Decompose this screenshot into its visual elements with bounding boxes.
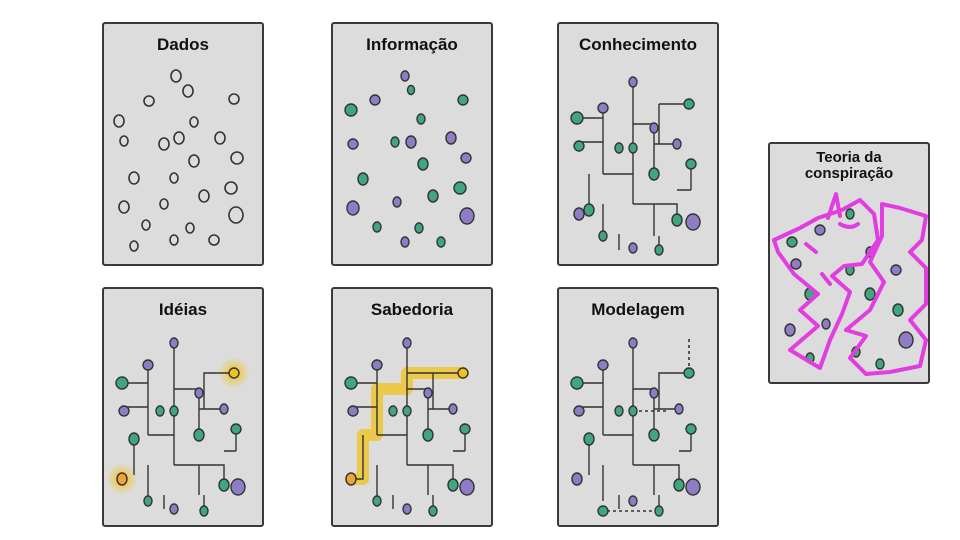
modelagem-network: [570, 337, 701, 517]
panel-teoria-conspiracao: Teoria da conspiração: [768, 142, 930, 384]
panel-title-conhecimento: Conhecimento: [578, 35, 698, 54]
panel-sabedoria: Sabedoria: [331, 287, 493, 527]
panel-title-ideias: Idéias: [158, 300, 208, 319]
ideias-network: [106, 337, 250, 517]
panel-conhecimento: Conhecimento: [557, 22, 719, 266]
panel-title-informacao: Informação: [366, 35, 458, 54]
panel-title-conspiracao: Teoria da conspiração: [770, 150, 928, 182]
conhecimento-network: [570, 76, 701, 256]
dados-scattered-dots: [113, 69, 244, 252]
panel-modelagem: Modelagem: [557, 287, 719, 527]
panel-title-conspiracao-line2: conspiração: [804, 164, 894, 182]
panel-title-modelagem: Modelagem: [591, 300, 685, 319]
panel-title-dados: Dados: [157, 35, 209, 54]
panel-title-sabedoria: Sabedoria: [370, 300, 454, 319]
panel-ideias: Idéias: [102, 287, 264, 527]
panel-title-conspiracao-line1: Teoria da: [816, 149, 882, 166]
panel-dados: Dados: [102, 22, 264, 266]
unicorn-drawing: [772, 192, 928, 376]
informacao-colored-dots: [344, 70, 475, 248]
sabedoria-network: [344, 337, 475, 517]
panel-informacao: Informação: [331, 22, 493, 266]
